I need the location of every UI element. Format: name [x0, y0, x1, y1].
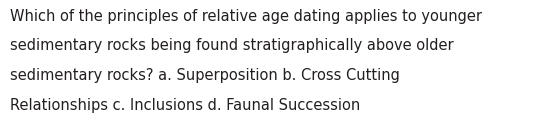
Text: sedimentary rocks? a. Superposition b. Cross Cutting: sedimentary rocks? a. Superposition b. C…	[10, 68, 400, 83]
Text: Relationships c. Inclusions d. Faunal Succession: Relationships c. Inclusions d. Faunal Su…	[10, 98, 360, 113]
Text: Which of the principles of relative age dating applies to younger: Which of the principles of relative age …	[10, 9, 482, 24]
Text: sedimentary rocks being found stratigraphically above older: sedimentary rocks being found stratigrap…	[10, 38, 454, 53]
